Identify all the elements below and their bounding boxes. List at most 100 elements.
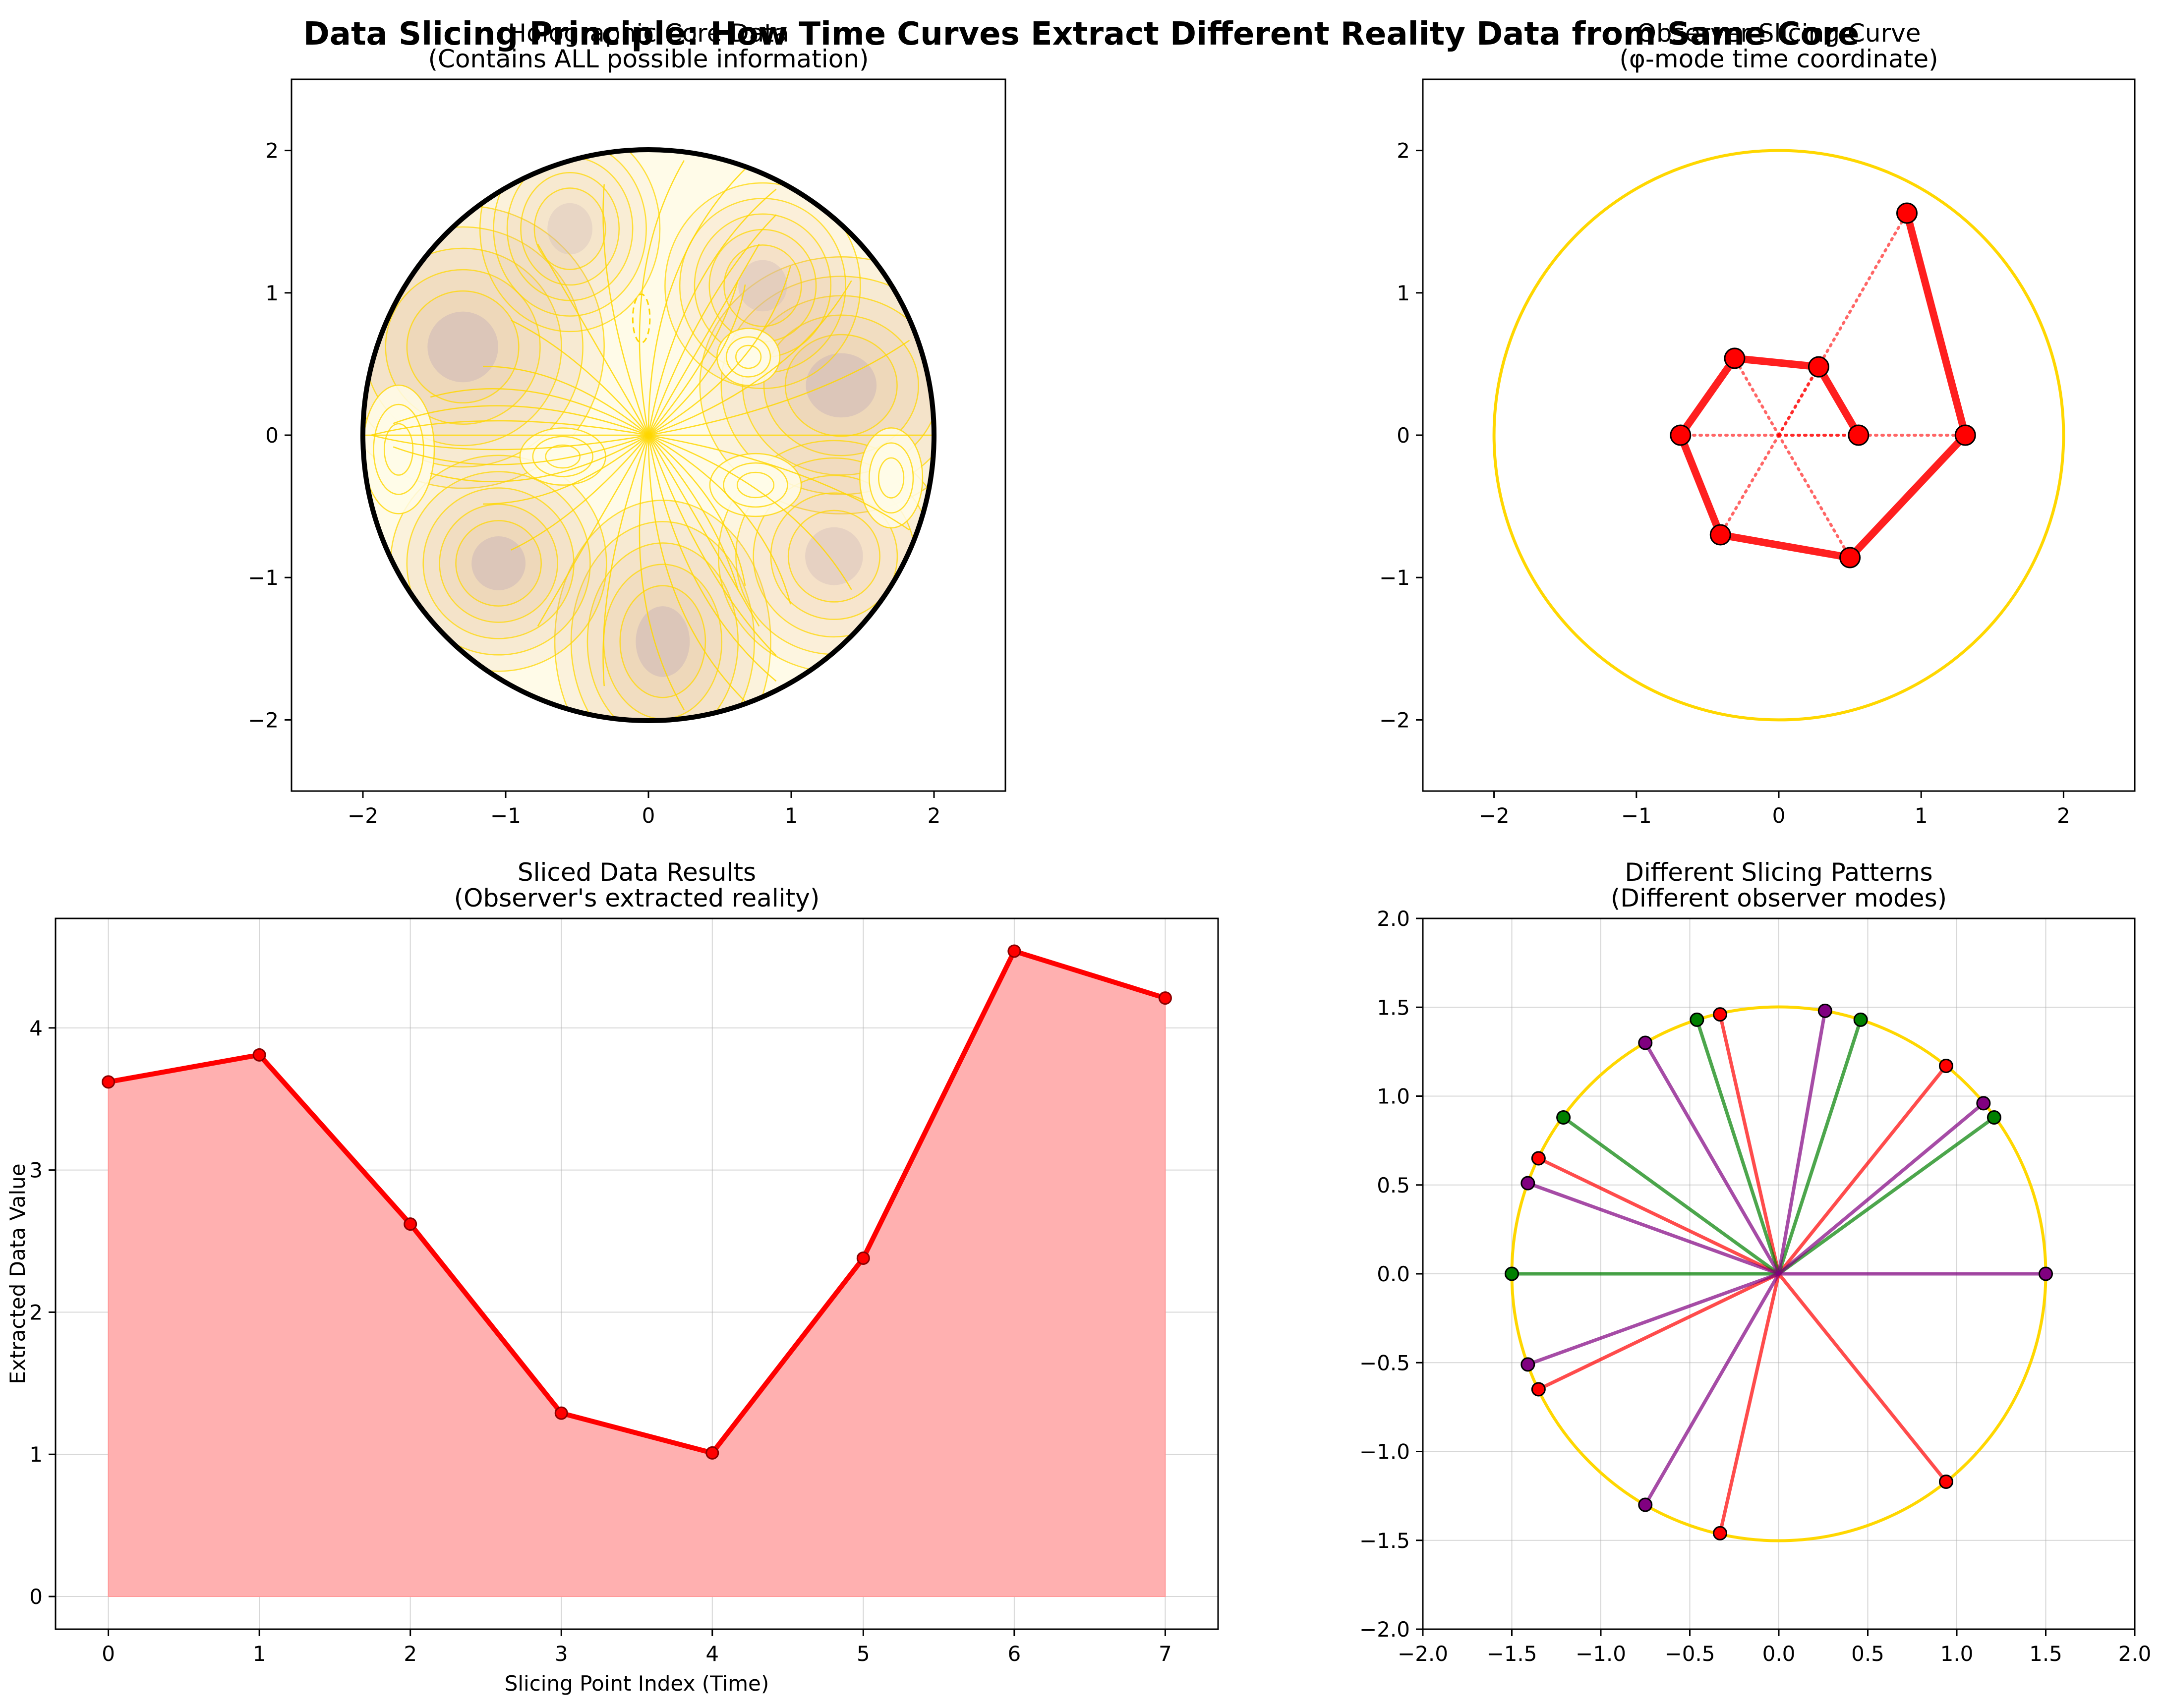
x-tick-label: −1.5 bbox=[1487, 1642, 1537, 1666]
core-radial-contour bbox=[648, 280, 852, 436]
core-contour-level bbox=[770, 492, 898, 620]
y-tick-label: 1.0 bbox=[1377, 1084, 1410, 1109]
pattern-point-marker bbox=[1938, 1059, 1953, 1074]
core-panel-subtitle: (Contains ALL possible information) bbox=[428, 45, 869, 73]
core-contour-level bbox=[493, 150, 647, 317]
core-radial-contour bbox=[648, 434, 791, 605]
core-radial-contour bbox=[647, 435, 777, 682]
pattern-point-marker bbox=[1520, 1176, 1535, 1191]
core-radial-contour bbox=[648, 340, 910, 436]
pattern-ray bbox=[1695, 1019, 1781, 1275]
results-x-axis-label: Slicing Point Index (Time) bbox=[505, 1671, 769, 1696]
pattern-point-marker bbox=[1938, 1474, 1953, 1489]
x-tick-label: −2.0 bbox=[1398, 1642, 1448, 1666]
core-peak bbox=[636, 606, 690, 677]
slicing-ray bbox=[1733, 356, 1780, 437]
y-tick-label: −2.0 bbox=[1359, 1617, 1410, 1642]
results-axes-frame bbox=[55, 917, 1219, 1630]
patterns-panel-title: Different Slicing Patterns bbox=[1625, 858, 1932, 887]
y-tick-label: −2 bbox=[1379, 708, 1410, 732]
y-tick-label: 4 bbox=[29, 1016, 43, 1040]
core-radial-contour bbox=[639, 160, 685, 436]
core-radial-contour bbox=[393, 434, 649, 465]
core-contour-level bbox=[787, 510, 880, 603]
y-tick-label: 0 bbox=[265, 423, 279, 448]
pattern-point-marker bbox=[1505, 1266, 1519, 1281]
pattern-point-marker bbox=[1690, 1012, 1704, 1027]
results-point-marker bbox=[856, 1251, 870, 1265]
core-radial-contour bbox=[370, 434, 649, 451]
core-radial-contour bbox=[537, 435, 649, 627]
y-tick-label: 1 bbox=[29, 1442, 43, 1467]
core-radial-contour bbox=[537, 243, 649, 436]
core-radial-contour bbox=[639, 435, 685, 710]
core-panel-title: Holographic Core Data bbox=[508, 19, 789, 48]
y-tick-label: 0 bbox=[29, 1585, 43, 1609]
core-radial-contour bbox=[647, 435, 747, 703]
results-axis-ticks: 0 1 2 3 4 5 6 7 0 1 2 3 4 bbox=[29, 1016, 1172, 1666]
core-radial-contour bbox=[430, 388, 649, 436]
core-radial-contour bbox=[430, 434, 649, 482]
slicing-point-marker bbox=[1896, 202, 1918, 224]
x-tick-label: 0 bbox=[642, 803, 655, 828]
core-radial-contour bbox=[511, 320, 649, 436]
core-radial-contour bbox=[393, 405, 649, 436]
slicing-curve-line bbox=[1677, 212, 1969, 562]
results-point-marker bbox=[554, 1406, 568, 1420]
core-trough-contour bbox=[735, 344, 762, 369]
x-tick-label: 2 bbox=[928, 803, 941, 828]
slicing-ray bbox=[1719, 434, 1780, 537]
pattern-point-marker bbox=[1976, 1096, 1991, 1111]
core-contour-field bbox=[363, 150, 934, 721]
core-radial-contour bbox=[602, 435, 649, 686]
x-tick-label: 1.0 bbox=[1940, 1642, 1974, 1666]
results-point-marker bbox=[404, 1217, 417, 1231]
x-tick-label: 2.0 bbox=[2118, 1642, 2152, 1666]
results-point-marker bbox=[705, 1446, 719, 1460]
core-contour-level bbox=[723, 244, 802, 327]
results-y-axis-label: Extracted Data Value bbox=[5, 1163, 30, 1384]
core-radial-contour bbox=[602, 184, 649, 436]
y-tick-label: 2 bbox=[265, 139, 279, 163]
core-contour-level bbox=[664, 182, 861, 390]
x-tick-label: 1 bbox=[785, 803, 798, 828]
pattern-ray bbox=[1777, 1272, 1948, 1483]
core-radial-contour bbox=[648, 434, 910, 531]
y-tick-label: 0 bbox=[1397, 423, 1410, 448]
x-tick-label: 7 bbox=[1159, 1642, 1172, 1666]
core-radial-contour bbox=[648, 435, 739, 590]
pattern-point-marker bbox=[1853, 1012, 1868, 1027]
figure-suptitle: Data Slicing Principle: How Time Curves … bbox=[303, 16, 1860, 53]
sliced-results-panel: 0 1 2 3 4 5 6 7 0 1 2 3 4 Sliced Data Results (Obser… bbox=[5, 858, 1219, 1696]
pattern-point-marker bbox=[1520, 1357, 1535, 1372]
slicing-panel-subtitle: (φ-mode time coordinate) bbox=[1619, 45, 1938, 73]
core-radial-contour bbox=[648, 434, 852, 590]
pattern-point-marker bbox=[1987, 1110, 2001, 1125]
observer-slicing-panel: −2 −1 0 1 2 −2 −1 0 1 2 Observer Slicing Curve (φ… bbox=[1379, 19, 2136, 828]
x-tick-label: 1 bbox=[1915, 803, 1928, 828]
core-peak bbox=[738, 260, 787, 312]
results-panel-subtitle: (Observer's extracted reality) bbox=[454, 884, 820, 912]
y-tick-label: 2 bbox=[29, 1300, 43, 1324]
core-radial-contour bbox=[647, 435, 777, 656]
y-tick-label: −0.5 bbox=[1359, 1351, 1410, 1375]
slicing-ray bbox=[1777, 211, 1909, 437]
core-radial-contour bbox=[511, 435, 649, 551]
core-radial-contour bbox=[483, 435, 649, 505]
pattern-ray bbox=[1537, 1272, 1780, 1391]
pattern-ray bbox=[1777, 1102, 1985, 1275]
slicing-point-marker bbox=[1724, 347, 1746, 369]
pattern-ray bbox=[1537, 1156, 1780, 1276]
core-radial-contour bbox=[647, 167, 747, 436]
core-dashed-contour bbox=[632, 293, 651, 343]
x-tick-label: 0.0 bbox=[1762, 1642, 1796, 1666]
core-trough-contour bbox=[736, 471, 775, 499]
patterns-axis-ticks: −2.0 −1.5 −1.0 −0.5 0.0 0.5 1.0 1.5 2.0 −2.0 −1.5 −… bbox=[1359, 907, 2151, 1666]
core-radial-contour bbox=[648, 284, 746, 436]
y-tick-label: 3 bbox=[29, 1158, 43, 1183]
pattern-ray bbox=[1777, 1116, 1995, 1275]
x-tick-label: −2 bbox=[1479, 803, 1510, 828]
core-radial-contour bbox=[647, 435, 760, 627]
core-peak bbox=[547, 203, 592, 255]
results-point-marker bbox=[252, 1048, 266, 1062]
